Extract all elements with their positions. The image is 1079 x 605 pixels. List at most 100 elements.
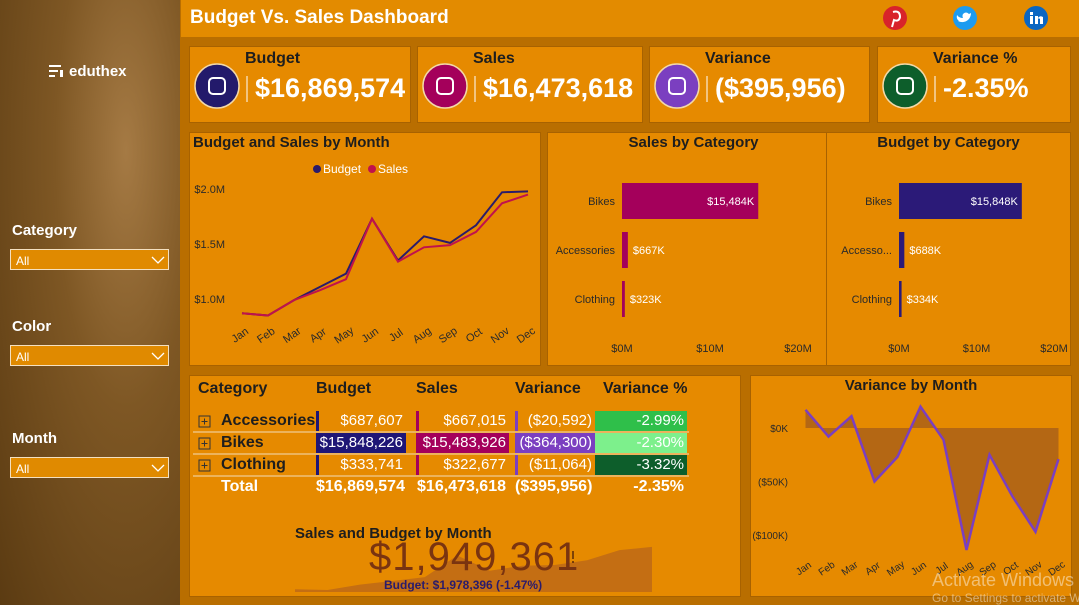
bar xyxy=(899,232,905,268)
x-tick-label: Apr xyxy=(864,560,884,578)
table-cell: Accessories xyxy=(221,412,316,429)
slicer-label: Month xyxy=(12,430,57,447)
expand-plus xyxy=(201,462,208,469)
area-fill xyxy=(805,406,1059,550)
category-label: Clothing xyxy=(575,294,615,306)
expand-button xyxy=(198,415,211,428)
chart-title: Variance by Month xyxy=(844,377,978,394)
x-tick-label: May xyxy=(332,324,356,346)
table-cell: $322,677 xyxy=(416,455,509,475)
bar xyxy=(622,183,759,219)
area-line xyxy=(804,404,1060,551)
chevron xyxy=(151,464,165,472)
icon-circle xyxy=(194,63,240,109)
data-label: $323K xyxy=(630,294,662,306)
bar-chart: $0M $10M $20M Bikes $15,848K Accesso... $688K C… xyxy=(841,183,1068,355)
chevron xyxy=(151,256,165,264)
card-subtitle: Budget: $1,978,396 (-1.47%) xyxy=(384,578,543,592)
table-total: ($395,956) xyxy=(515,478,593,495)
table-cell: ($364,300) xyxy=(515,433,595,453)
slicer-dropdown[interactable]: All xyxy=(10,249,169,270)
table-cell: Clothing xyxy=(221,456,286,473)
data-label: $15,848K xyxy=(971,196,1019,208)
x-tick-label: $10M xyxy=(963,343,991,355)
data-label: $667K xyxy=(633,245,665,257)
icon-circle xyxy=(882,63,928,109)
card-title: Sales and Budget by Month xyxy=(295,525,492,542)
category-label: Clothing xyxy=(852,294,892,306)
x-tick-label: Jun xyxy=(360,326,381,346)
x-tick-label: Mar xyxy=(840,559,861,578)
legend-marker xyxy=(368,165,376,173)
kpi-value: $16,473,618 xyxy=(483,73,634,103)
slicer-dropdown[interactable]: All xyxy=(10,457,169,478)
x-tick-label: $0M xyxy=(888,343,909,355)
slicer-value: All xyxy=(16,462,30,476)
chart-title: Budget and Sales by Month xyxy=(193,134,390,151)
kpi-label: Budget xyxy=(245,50,301,67)
kpi-card: Variance % -2.35% xyxy=(877,46,1071,123)
icon-glyph xyxy=(896,77,914,95)
kpi-icon xyxy=(422,63,476,109)
kpi-label: Variance % xyxy=(933,50,1018,67)
table-lines xyxy=(193,415,689,592)
bar xyxy=(899,183,1022,219)
table-cell: ($11,064) xyxy=(515,455,595,475)
table-card: Category Budget Sales Variance Variance % Acc… xyxy=(189,375,741,597)
table-total: $16,473,618 xyxy=(417,478,506,495)
table-header: Category xyxy=(198,380,268,397)
watermark: Activate Windows Go to Settings to activ… xyxy=(932,570,1079,605)
alert-dot xyxy=(572,561,574,563)
slicer-label: Category xyxy=(12,222,78,239)
table-cell: -2.30% xyxy=(595,433,687,453)
table-header: Sales xyxy=(416,380,458,397)
chart-title: Budget by Category xyxy=(877,134,1020,151)
dashboard-title: Budget Vs. Sales Dashboard xyxy=(190,7,449,28)
kpi-value: -2.35% xyxy=(943,73,1029,103)
icon-glyph xyxy=(436,77,454,95)
y-tick-label: ($50K) xyxy=(758,478,788,489)
kpi-card: Sales $16,473,618 xyxy=(417,46,643,123)
table-total: $16,869,574 xyxy=(316,478,405,495)
area-chart: $0K($50K)($100K)Jan Feb Mar Apr May Jun Jul Aug… xyxy=(752,404,1068,579)
sales-category-card: Sales by Category $0M $10M $20M Bikes $15,484… xyxy=(547,132,840,366)
x-tick-label: Jun xyxy=(909,560,929,578)
slicer-dropdown[interactable]: All xyxy=(10,345,169,366)
expand-plus xyxy=(201,418,208,425)
kpi-icon xyxy=(194,63,248,109)
table-header: Variance % xyxy=(603,380,688,397)
legend-label: Sales xyxy=(378,162,408,176)
sidebar: eduthex Category All Color All Month All xyxy=(0,0,180,605)
x-tick-label: Nov xyxy=(489,325,512,346)
table-cell: $687,607 xyxy=(316,411,406,431)
kpi-value: ($395,956) xyxy=(715,73,846,103)
line-card: Budget and Sales by Month $1.0M $1.5M $2.0M… xyxy=(189,132,541,366)
bar xyxy=(622,281,625,317)
x-tick-label: Oct xyxy=(464,326,485,346)
kpi-icon xyxy=(654,63,708,109)
dropdown-chevron xyxy=(151,464,165,472)
expand-button xyxy=(198,459,211,472)
logo-text: eduthex xyxy=(69,63,127,80)
x-tick-label: $20M xyxy=(1040,343,1068,355)
icon-circle xyxy=(654,63,700,109)
kpi-label: Sales xyxy=(473,50,515,67)
table-header: Budget xyxy=(316,380,372,397)
bar xyxy=(899,281,902,317)
logo-icon xyxy=(49,65,63,77)
x-tick-label: Jan xyxy=(230,326,251,346)
x-tick-label: $10M xyxy=(696,343,724,355)
dropdown-chevron xyxy=(151,352,165,360)
social-icons xyxy=(883,6,1048,30)
kpi-label: Variance xyxy=(705,50,771,67)
icon-glyph xyxy=(668,77,686,95)
x-tick-label: Apr xyxy=(308,326,329,346)
series-line xyxy=(241,193,529,317)
x-tick-label: May xyxy=(885,559,907,579)
table-cell: -2.99% xyxy=(595,411,687,431)
x-tick-label: Dec xyxy=(515,325,538,346)
y-tick-label: $0K xyxy=(770,424,788,435)
icon-circle xyxy=(422,63,468,109)
pinterest-icon[interactable] xyxy=(883,6,907,30)
